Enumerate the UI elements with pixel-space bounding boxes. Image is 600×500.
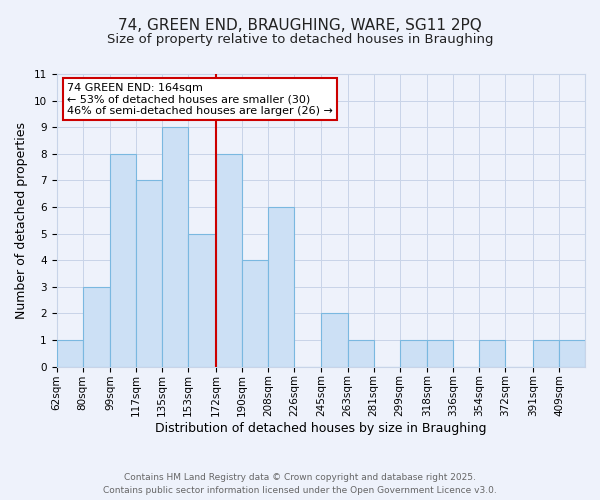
Bar bbox=[136, 180, 162, 366]
Bar bbox=[479, 340, 505, 366]
Y-axis label: Number of detached properties: Number of detached properties bbox=[15, 122, 28, 319]
Bar bbox=[400, 340, 427, 366]
Bar bbox=[188, 234, 216, 366]
Bar bbox=[56, 340, 83, 366]
Bar bbox=[242, 260, 268, 366]
Bar bbox=[533, 340, 559, 366]
Bar bbox=[162, 127, 188, 366]
Bar bbox=[83, 287, 110, 366]
Bar bbox=[268, 207, 294, 366]
Bar bbox=[322, 314, 347, 366]
Text: 74, GREEN END, BRAUGHING, WARE, SG11 2PQ: 74, GREEN END, BRAUGHING, WARE, SG11 2PQ bbox=[118, 18, 482, 32]
Bar bbox=[427, 340, 453, 366]
Text: 74 GREEN END: 164sqm
← 53% of detached houses are smaller (30)
46% of semi-detac: 74 GREEN END: 164sqm ← 53% of detached h… bbox=[67, 83, 333, 116]
Bar bbox=[347, 340, 374, 366]
Bar bbox=[559, 340, 585, 366]
Bar bbox=[110, 154, 136, 366]
X-axis label: Distribution of detached houses by size in Braughing: Distribution of detached houses by size … bbox=[155, 422, 487, 435]
Bar bbox=[216, 154, 242, 366]
Text: Size of property relative to detached houses in Braughing: Size of property relative to detached ho… bbox=[107, 32, 493, 46]
Text: Contains HM Land Registry data © Crown copyright and database right 2025.
Contai: Contains HM Land Registry data © Crown c… bbox=[103, 474, 497, 495]
